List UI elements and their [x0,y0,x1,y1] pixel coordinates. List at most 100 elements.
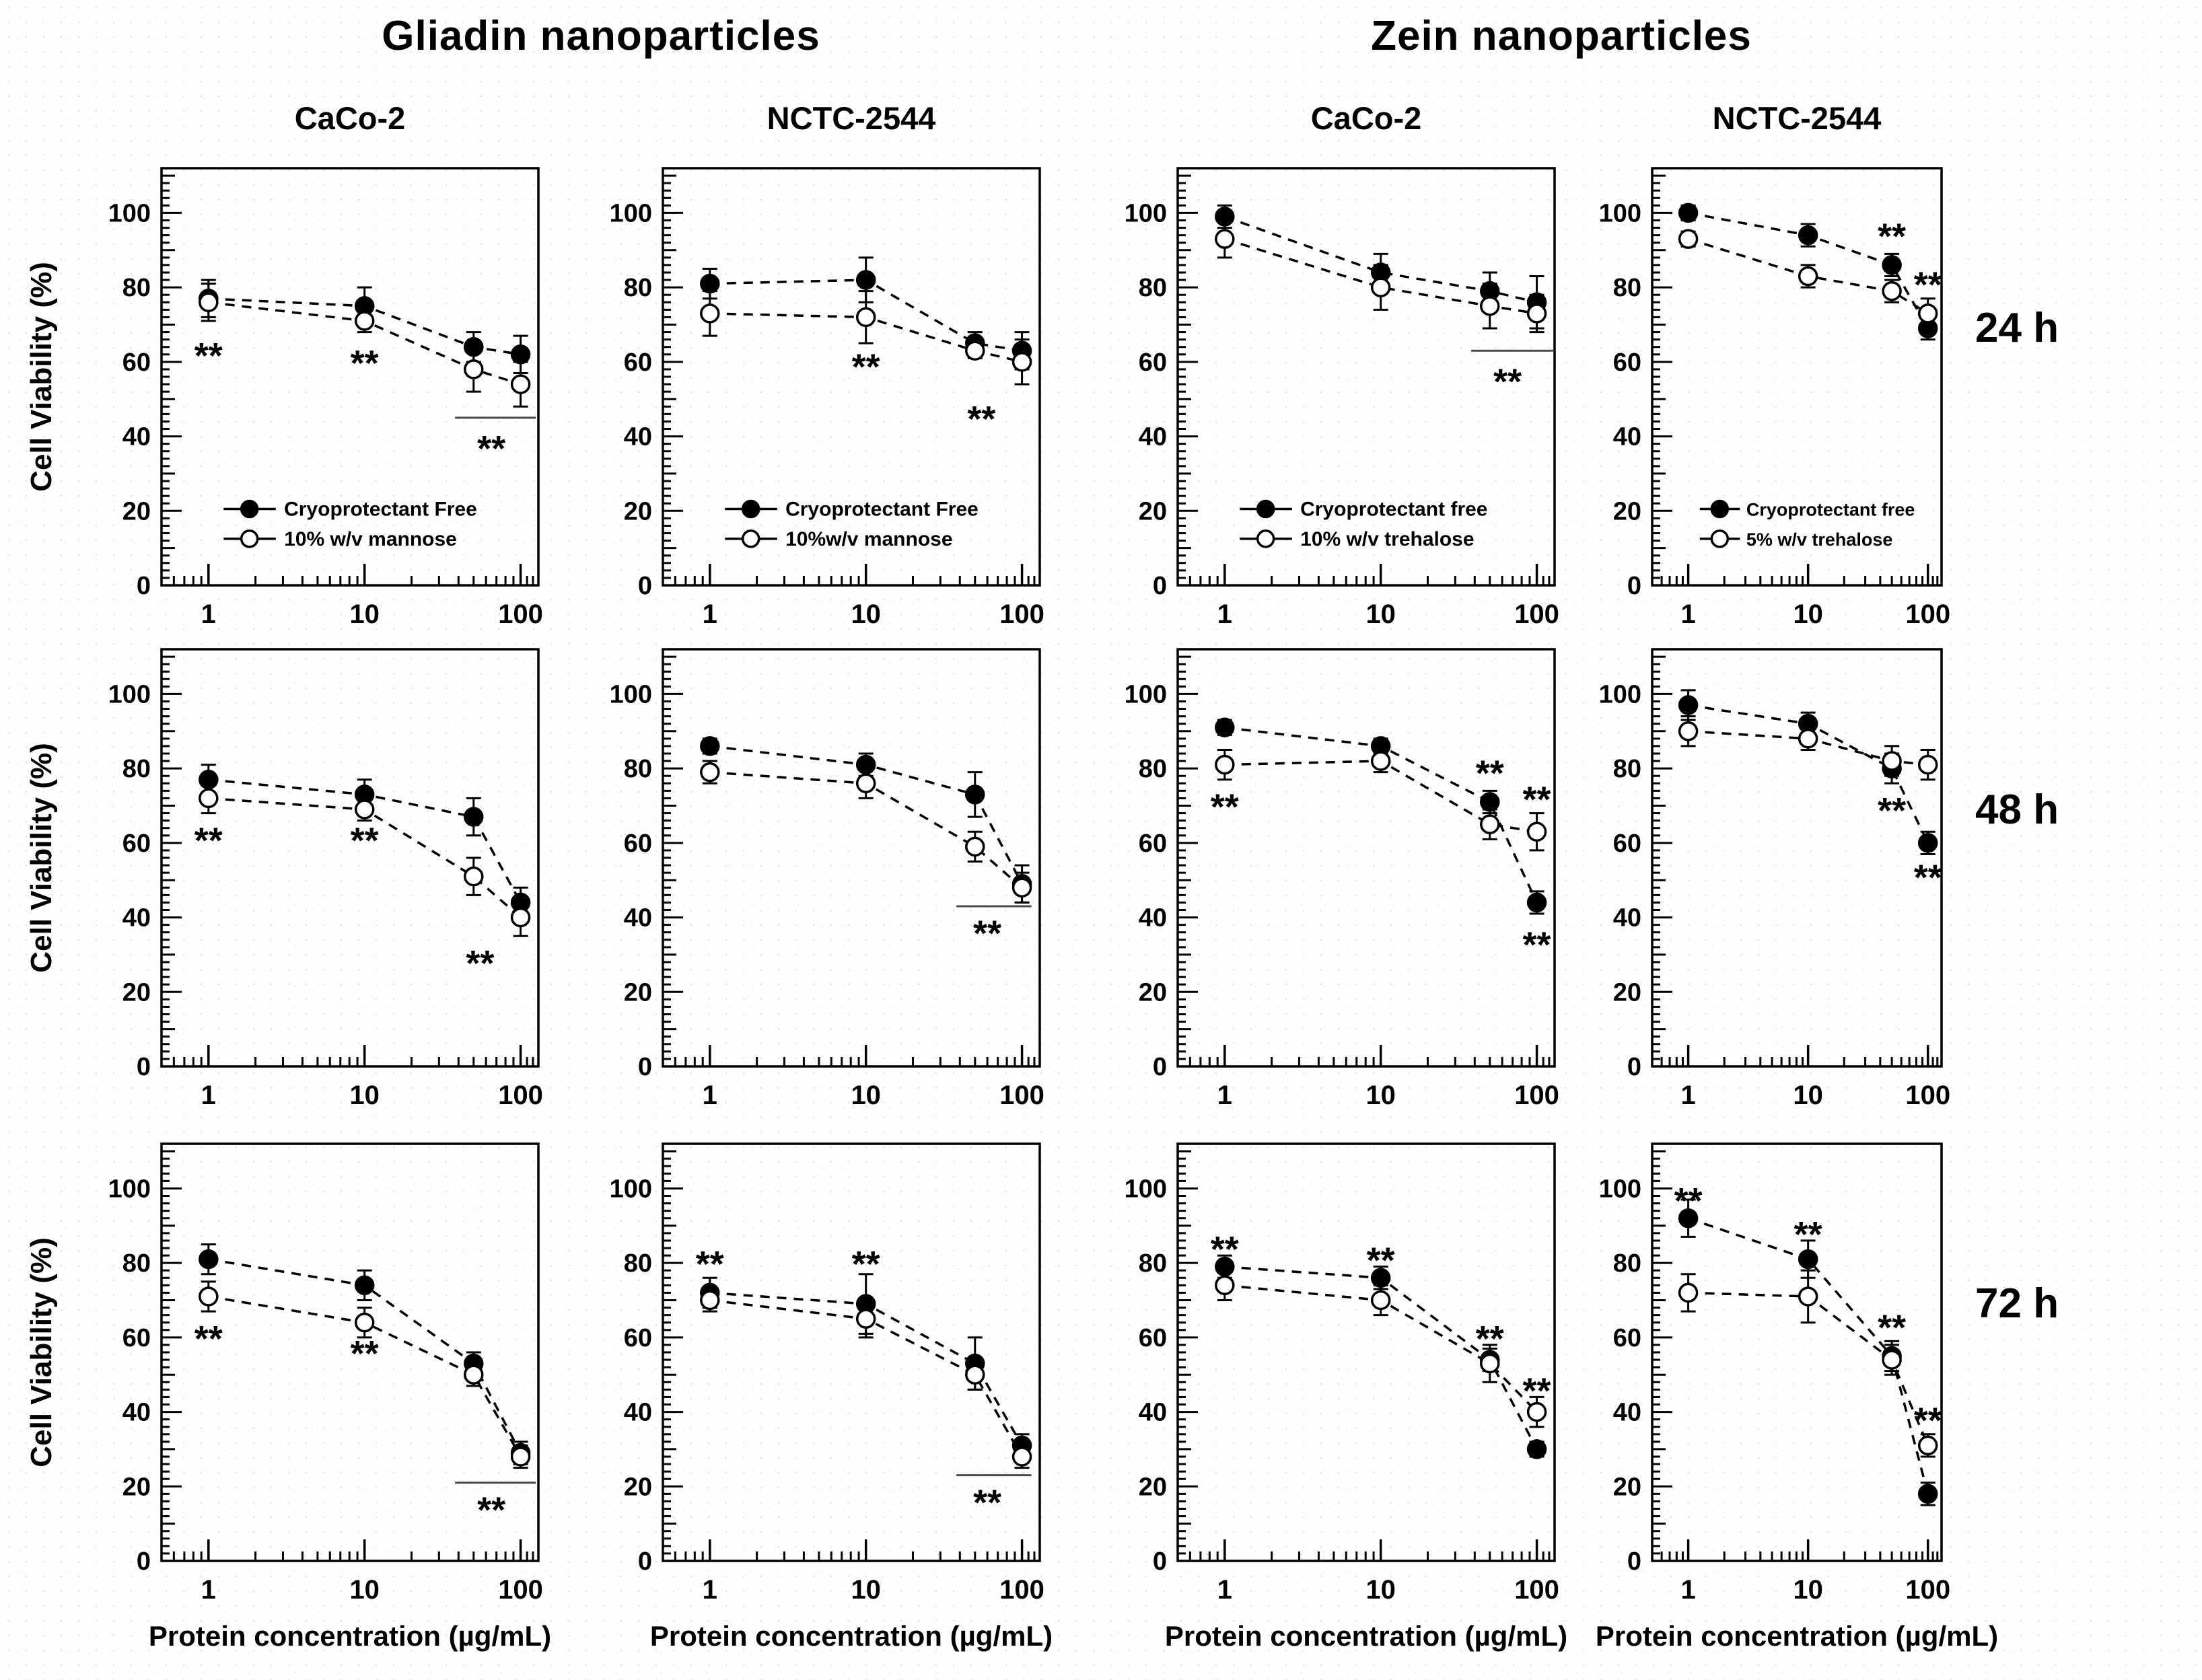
plot-zein-caco2-72h: 0 20 40 60 80 100 1 10 100 ** ** ** ** [1125,1142,1559,1605]
plot-gliadin-nctc2544-72h: 0 20 40 60 80 100 1 10 100 ** ** ** [610,1142,1044,1605]
svg-text:**: ** [194,820,223,861]
x-axis-label-col4: Protein concentration (µg/mL) [1595,1620,1999,1652]
svg-text:10% w/v trehalose: 10% w/v trehalose [1300,528,1474,550]
column-title-zein-caco2: CaCo-2 [1310,100,1422,136]
plot-gliadin-caco2-72h: 0 20 40 60 80 100 1 10 100 ** ** ** [108,1142,543,1605]
svg-text:100: 100 [1905,1081,1950,1110]
svg-text:60: 60 [624,349,652,377]
svg-text:100: 100 [1125,1175,1167,1203]
svg-text:80: 80 [624,755,652,783]
svg-text:100: 100 [1514,1081,1559,1110]
svg-text:40: 40 [624,1399,652,1427]
svg-text:**: ** [351,343,379,384]
svg-text:20: 20 [624,1473,652,1501]
svg-text:**: ** [852,346,880,387]
svg-text:Cryoprotectant Free: Cryoprotectant Free [284,499,477,521]
svg-text:10% w/v mannose: 10% w/v mannose [284,528,457,550]
svg-text:20: 20 [1139,978,1167,1007]
svg-text:10: 10 [851,1575,881,1605]
column-title-zein-nctc2544: NCTC-2544 [1712,100,1882,136]
svg-text:60: 60 [122,1324,151,1352]
svg-text:**: ** [1878,1307,1906,1348]
svg-text:10: 10 [1365,1575,1396,1605]
svg-text:20: 20 [1613,978,1641,1007]
svg-text:60: 60 [1613,349,1641,377]
time-label-72h: 72 h [1975,1280,2059,1327]
svg-text:**: ** [1523,1371,1551,1411]
svg-text:1: 1 [1217,1575,1232,1605]
svg-text:**: ** [696,1244,724,1284]
svg-text:100: 100 [1125,680,1167,708]
svg-text:100: 100 [498,1575,543,1605]
svg-text:100: 100 [999,599,1044,629]
plot-gliadin-caco2-48h: 0 20 40 60 80 100 1 10 100 ** ** ** [108,648,543,1110]
svg-text:0: 0 [1153,572,1167,600]
svg-text:**: ** [973,914,1001,954]
svg-text:10%w/v mannose: 10%w/v mannose [785,528,952,550]
svg-text:**: ** [1914,1401,1942,1441]
svg-text:1: 1 [1680,599,1695,629]
svg-text:**: ** [194,336,223,376]
column-title-gliadin-caco2: CaCo-2 [294,100,406,136]
svg-text:1: 1 [703,1081,717,1110]
svg-text:10: 10 [851,599,881,629]
y-axis-label-row2: Cell Viability (%) [25,743,58,973]
svg-text:Cryoprotectant free: Cryoprotectant free [1746,500,1915,520]
svg-text:100: 100 [498,599,543,629]
svg-text:60: 60 [1139,349,1167,377]
svg-text:**: ** [1674,1181,1703,1221]
svg-text:20: 20 [1613,1473,1641,1501]
svg-text:100: 100 [108,680,151,708]
svg-text:80: 80 [1613,755,1641,783]
time-label-24h: 24 h [1975,305,2059,351]
y-axis-label-row1: Cell Viability (%) [25,262,58,492]
svg-text:1: 1 [201,1575,216,1605]
plot-gliadin-nctc2544-48h: 0 20 40 60 80 100 1 10 100 ** [610,648,1044,1110]
svg-text:40: 40 [1139,904,1167,933]
svg-text:**: ** [1211,787,1239,828]
svg-text:80: 80 [1613,274,1641,302]
svg-text:40: 40 [1139,423,1167,451]
svg-text:**: ** [1794,1214,1822,1255]
column-title-gliadin-nctc2544: NCTC-2544 [767,100,936,136]
svg-text:**: ** [1493,362,1522,402]
svg-text:**: ** [1367,1241,1395,1281]
x-axis-label-col3: Protein concentration (µg/mL) [1164,1620,1568,1652]
svg-text:100: 100 [1125,199,1167,227]
svg-text:**: ** [194,1319,223,1359]
svg-text:10: 10 [349,599,380,629]
svg-text:20: 20 [1139,497,1167,525]
svg-text:0: 0 [137,572,151,600]
svg-text:10: 10 [349,1575,380,1605]
svg-text:80: 80 [1613,1249,1641,1278]
svg-text:60: 60 [1613,1324,1641,1352]
svg-text:40: 40 [1613,1399,1641,1427]
svg-text:60: 60 [122,830,151,858]
svg-text:100: 100 [999,1081,1044,1110]
svg-text:1: 1 [201,1081,216,1110]
svg-text:60: 60 [1139,1324,1167,1352]
svg-text:1: 1 [1680,1081,1695,1110]
svg-text:20: 20 [122,1473,151,1501]
plot-zein-nctc2544-48h: 0 20 40 60 80 100 1 10 100 **** [1599,648,1950,1110]
svg-text:100: 100 [999,1575,1044,1605]
svg-text:80: 80 [122,755,151,783]
svg-text:60: 60 [624,830,652,858]
svg-text:0: 0 [1627,1053,1641,1081]
plot-zein-nctc2544-24h: 0 20 40 60 80 100 1 10 100 **** Cryoprotectant fre… [1599,167,1950,629]
plot-gliadin-caco2-24h: 0 20 40 60 80 100 1 10 100 ** ** ** Cryoprotectant F… [108,167,543,629]
svg-text:1: 1 [703,1575,717,1605]
svg-text:20: 20 [1613,497,1641,525]
svg-text:1: 1 [1217,1081,1232,1110]
plot-zein-nctc2544-72h: 0 20 40 60 80 100 1 10 100 ** ** ** ** [1599,1142,1950,1605]
svg-text:10: 10 [1365,1081,1396,1110]
svg-text:**: ** [973,1482,1001,1523]
svg-text:**: ** [1878,791,1906,831]
svg-text:80: 80 [1139,755,1167,783]
svg-text:**: ** [1523,924,1551,965]
svg-text:0: 0 [1627,572,1641,600]
svg-text:60: 60 [624,1324,652,1352]
svg-text:Cryoprotectant Free: Cryoprotectant Free [785,499,979,521]
svg-text:100: 100 [498,1081,543,1110]
svg-text:40: 40 [1613,423,1641,451]
